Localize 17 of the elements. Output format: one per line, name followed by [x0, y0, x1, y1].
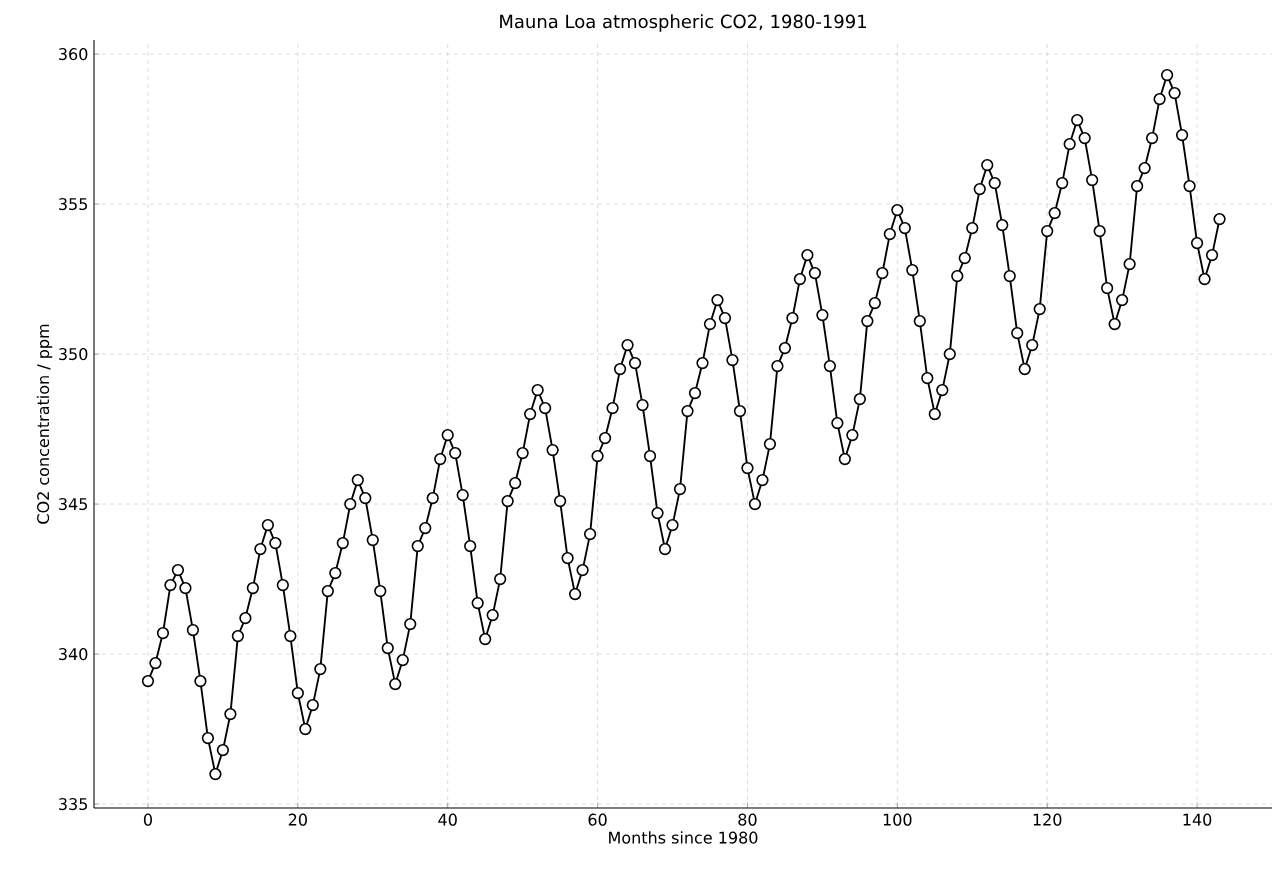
- x-tick-label: 140: [1183, 813, 1212, 826]
- x-tick-label: 60: [588, 813, 607, 826]
- x-tick-label: 40: [438, 813, 457, 826]
- x-tick-label: 0: [143, 813, 152, 826]
- x-tick-label: 120: [1033, 813, 1062, 826]
- x-axis-title: Months since 1980: [609, 831, 758, 844]
- y-tick-label: 350: [59, 348, 88, 361]
- y-tick-label: 340: [59, 648, 88, 661]
- y-tick-label: 355: [59, 198, 87, 211]
- x-tick-label: 80: [738, 813, 757, 826]
- y-tick-label: 335: [59, 798, 87, 811]
- y-axis-title: CO2 concentration / ppm: [36, 324, 53, 524]
- y-tick-label: 345: [59, 498, 87, 511]
- y-tick-label: 360: [59, 48, 88, 61]
- x-tick-label: 100: [883, 813, 912, 826]
- chart-title: Mauna Loa atmospheric CO2, 1980-1991: [500, 14, 866, 32]
- x-tick-label: 20: [288, 813, 307, 826]
